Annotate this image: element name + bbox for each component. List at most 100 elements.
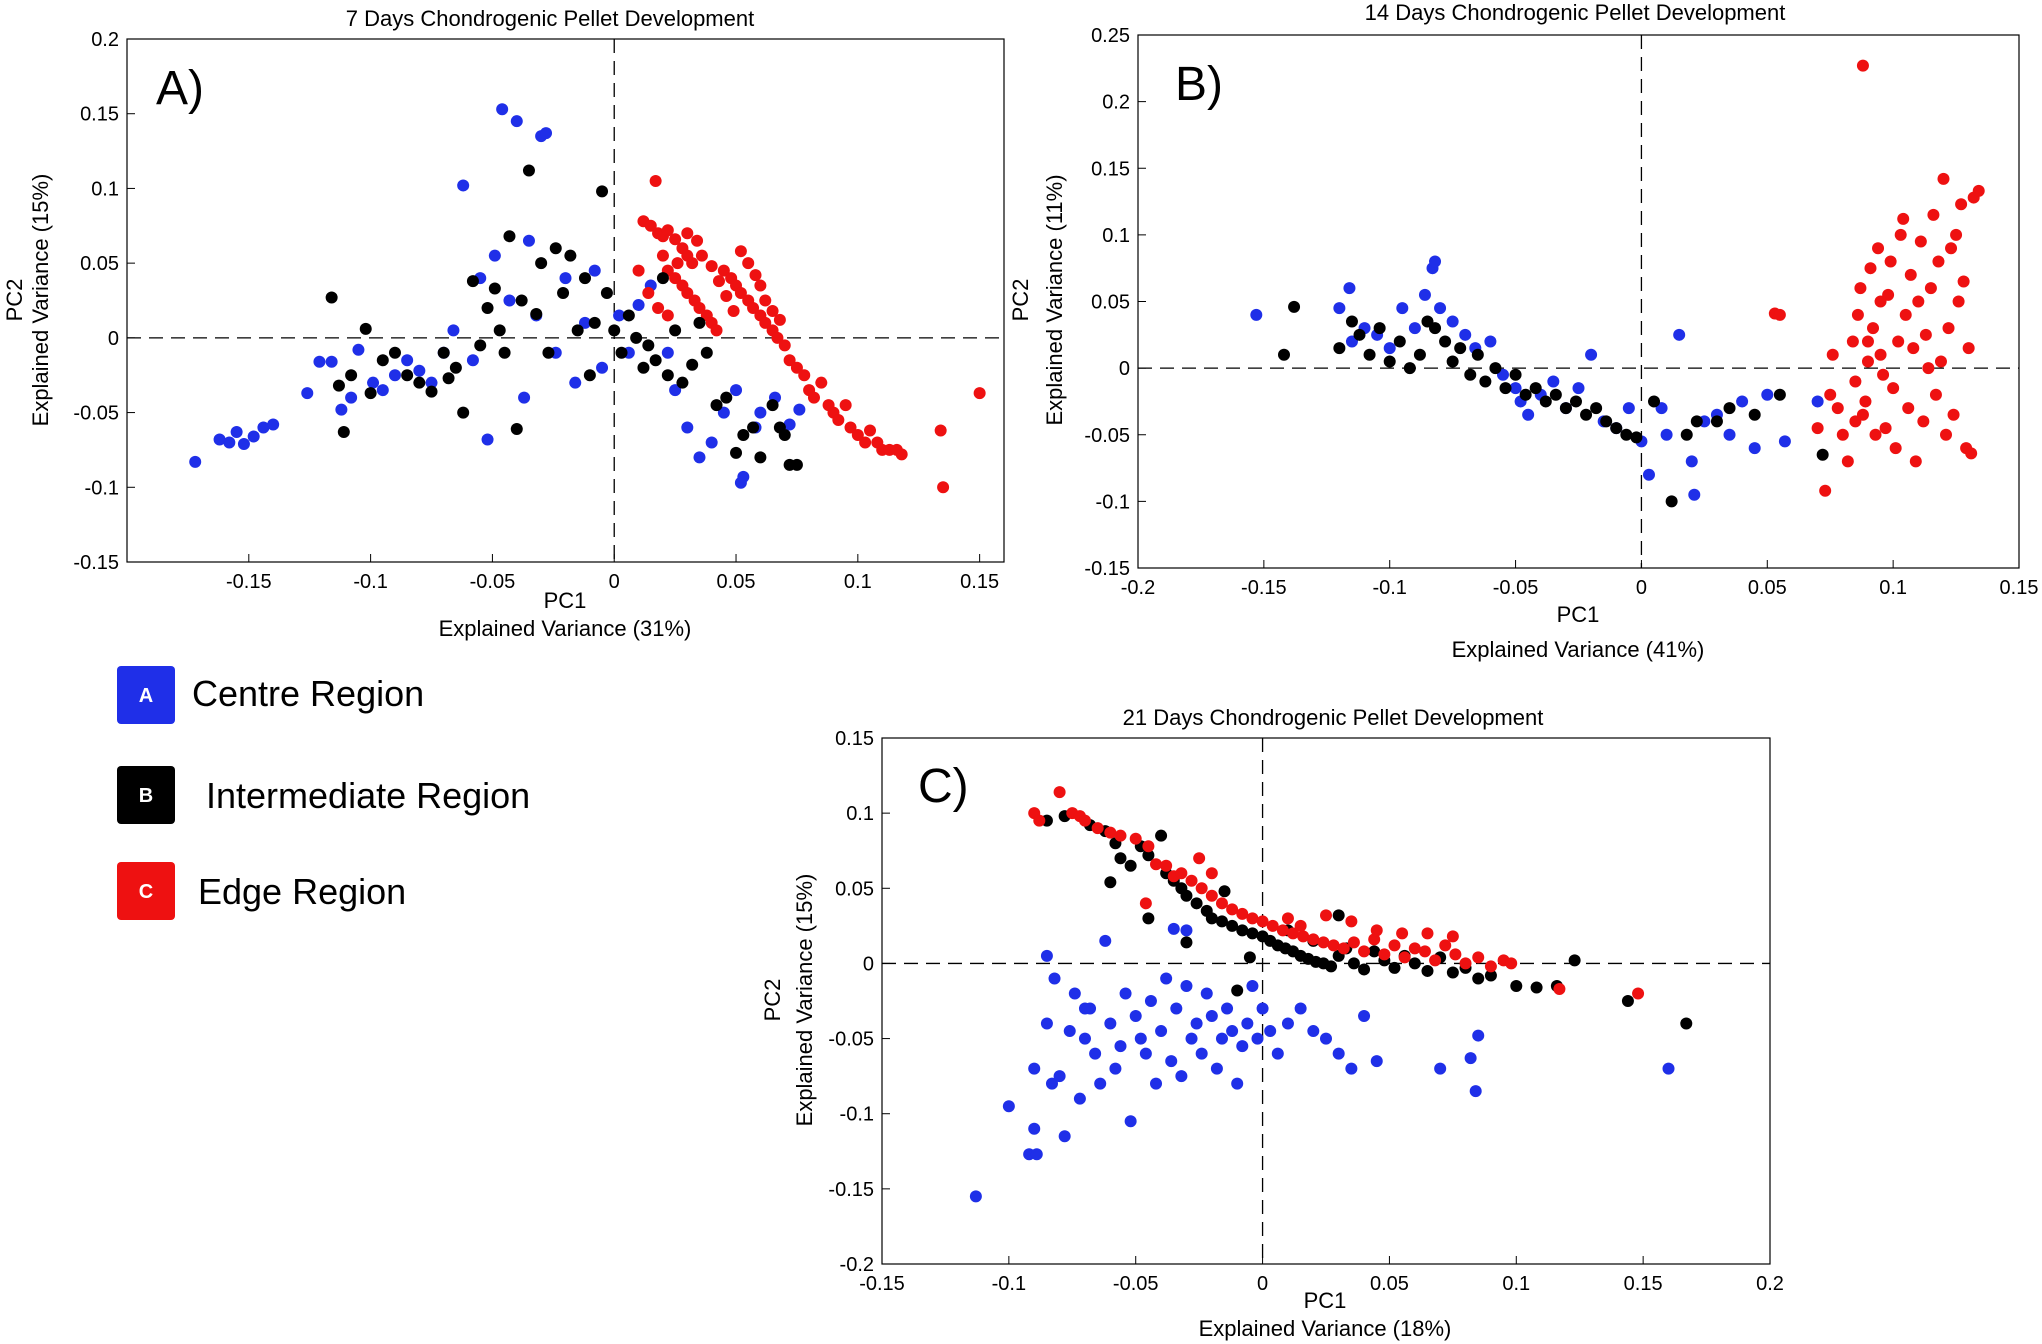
panel-a-xtick-label: 0.1 [844,571,872,593]
panel-c-reference-lines [882,738,1770,1264]
panel-a-point-a [425,376,438,389]
panel-c-point-a [1180,924,1193,937]
panel-a-point-c [771,331,784,344]
panel-b-point-a [1736,395,1749,408]
panel-a-point-a [335,403,348,416]
panel-b-point-a [1685,455,1698,468]
panel-a-point-c [734,245,747,258]
panel-c-point-a [1040,1017,1053,1030]
panel-a-point-b [656,272,669,285]
panel-c-point-a [1028,1122,1041,1135]
panel-c-points [969,786,1693,1203]
panel-a-point-b [488,282,501,295]
panel-a-point-b [437,346,450,359]
panel-b-point-c [1892,335,1905,348]
panel-c-point-c [1175,867,1188,880]
panel-c-title: 21 Days Chondrogenic Pellet Development [1123,705,1544,730]
panel-c-xtick-label: 0.05 [1370,1273,1409,1295]
panel-c-xtick-label: 0.1 [1502,1273,1530,1295]
panel-a-point-b [376,354,389,367]
panel-b-point-c [1947,408,1960,421]
panel-b-point-c [1952,295,1965,308]
panel-b-xtick-label: -0.15 [1241,577,1287,599]
panel-b-point-b [1383,355,1396,368]
panel-a-point-b [766,399,779,412]
panel-b-point-c [1899,308,1912,321]
panel-b-point-c [1849,375,1862,388]
panel-c-point-c [1320,909,1332,922]
panel-b-point-c [1932,255,1945,268]
panel-a-xlabel: PC1 [544,588,587,613]
panel-b-point-c [1861,335,1874,348]
panel-c-point-b [1114,852,1127,865]
panel-c-point-c [1266,919,1279,932]
panel-b-point-c [1874,348,1887,361]
panel-a-ticks: -0.15 -0.1 -0.05 0 0.05 0.1 0.15 -0.15 -0.1 -0.05… [73,29,999,593]
panel-a-point-b [337,425,350,438]
panel-a-point-c [742,257,755,270]
panel-c-point-a [1236,1040,1249,1053]
panel-c-point-c [1429,954,1442,967]
panel-c-point-c [1370,924,1383,937]
panel-c-point-c [1307,933,1320,946]
legend-swatch-b-letter: B [139,785,153,807]
panel-b-point-c [1879,422,1892,435]
panel-c-point-c [1396,927,1409,940]
panel-a-point-c [864,424,877,437]
panel-c-point-a [1089,1047,1102,1060]
panel-b-point-c [1851,308,1864,321]
panel-c-chart: 21 Days Chondrogenic Pellet Development … [760,705,1784,1341]
panel-b-ticks: -0.2 -0.15 -0.1 -0.05 0 0.05 0.1 0.15-0.15-0.1-… [1084,25,2038,599]
panel-c-point-b [1332,909,1345,922]
panel-a-point-b [630,331,643,344]
panel-c-point-c [1347,936,1360,949]
panel-c-point-b [1190,897,1203,910]
panel-b-point-b [1464,368,1477,381]
panel-b-point-a [1429,255,1442,268]
panel-c-point-b [1484,969,1497,982]
panel-c-point-b [1180,936,1193,949]
panel-a-point-a [705,436,718,449]
panel-c-point-a [1469,1085,1482,1098]
panel-b-point-a [1418,288,1431,301]
panel-b-point-b [1288,300,1301,313]
panel-b-point-c [1942,322,1955,335]
panel-a-point-b [642,339,655,352]
panel-b-point-c [1869,428,1882,441]
panel-c-point-c [1150,858,1163,871]
panel-b-point-c [1849,415,1862,428]
panel-a-point-b [564,249,577,262]
panel-b-point-c [1864,262,1877,275]
panel-c-ticks: -0.15 -0.1 -0.05 0 0.05 0.1 0.15 0.2-0.2-0.15-0… [828,728,1784,1295]
panel-c-point-a [1078,1032,1091,1045]
panel-b-point-a [1333,302,1346,315]
panel-c-ytick-label: 0.05 [835,878,874,900]
panel-b-point-c [1859,395,1872,408]
panel-c-point-a [1048,972,1061,985]
panel-c-point-c [1256,915,1269,928]
panel-c-point-c [1114,829,1127,842]
panel-a-point-a [352,343,365,356]
panel-c-point-b [1421,964,1434,977]
panel-c-point-b [1155,829,1168,842]
panel-c-point-c [1446,930,1459,943]
panel-a-point-b [676,376,689,389]
panel-a-point-c [644,219,657,232]
panel-c-point-b [1124,859,1137,872]
panel-b-point-c [1922,362,1935,375]
panel-c-point-b [1142,912,1155,925]
panel-a-xtick-label: 0.15 [960,571,999,593]
panel-c-point-c [1388,939,1401,952]
panel-a-point-b [530,307,543,320]
panel-c-xlabel-2: Explained Variance (18%) [1199,1316,1452,1341]
panel-b-point-c [1965,447,1978,460]
panel-b-point-c [1831,402,1844,415]
panel-c-point-a [1358,1010,1371,1023]
panel-c-point-a [1307,1025,1320,1038]
panel-b-point-c [1856,59,1869,72]
panel-a-point-b [571,324,584,337]
panel-a-point-a [783,418,796,431]
panel-c-point-a [1170,1002,1183,1015]
panel-a-xtick-label: 0 [609,571,620,593]
panel-b-point-b [1499,382,1512,395]
